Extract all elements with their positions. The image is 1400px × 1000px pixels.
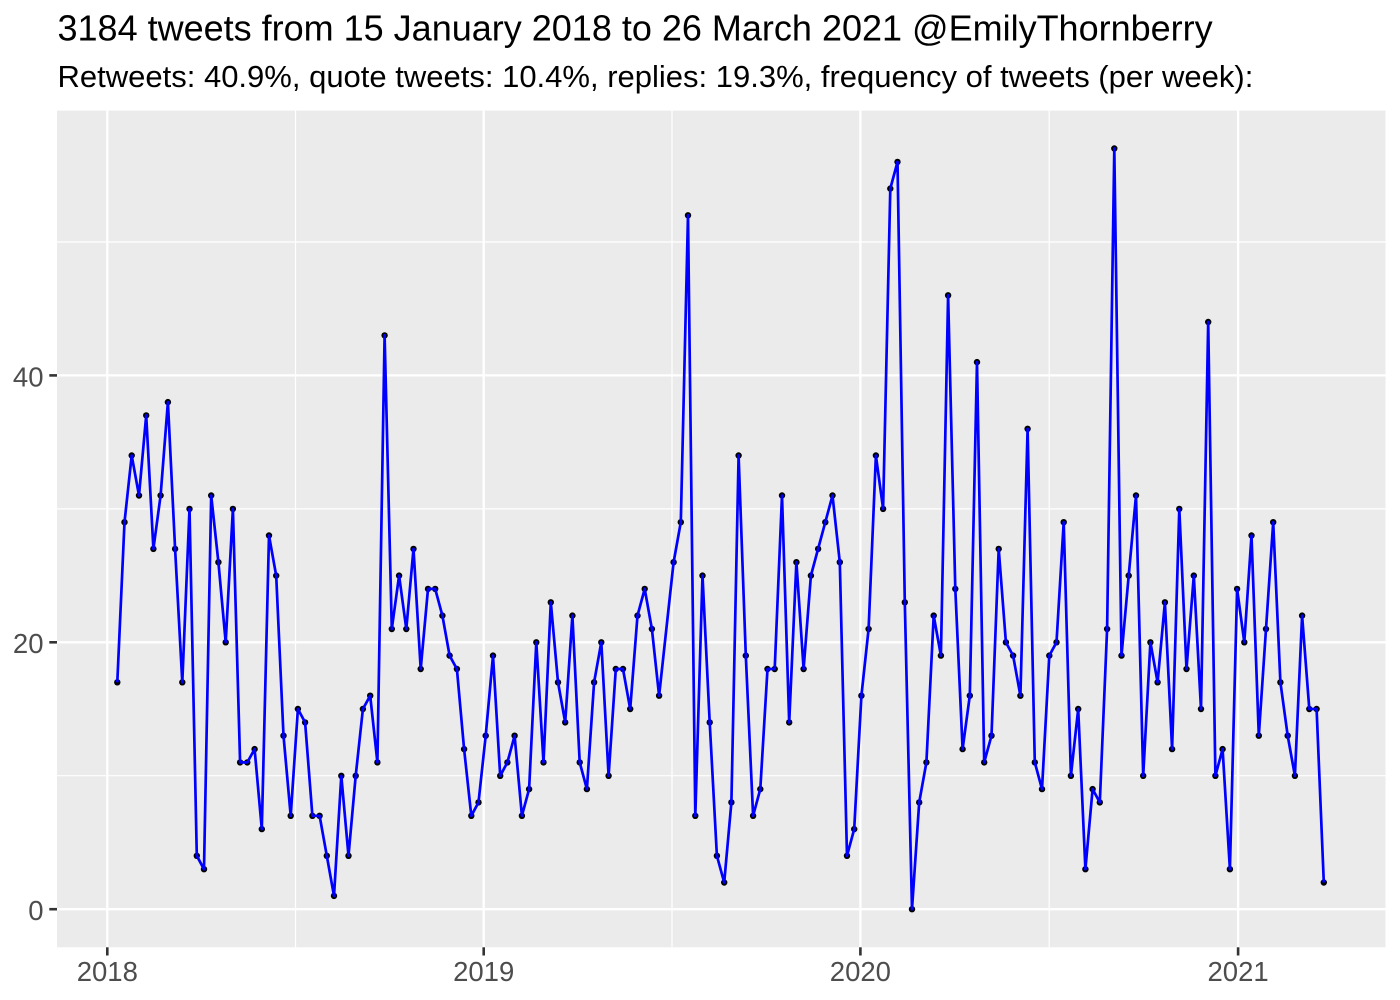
svg-text:Retweets: 40.9%, quote tweets:: Retweets: 40.9%, quote tweets: 10.4%, re… <box>58 59 1254 94</box>
svg-text:2021: 2021 <box>1208 956 1269 987</box>
svg-text:40: 40 <box>13 361 44 392</box>
svg-text:20: 20 <box>13 628 44 659</box>
svg-text:2018: 2018 <box>77 956 138 987</box>
svg-text:2020: 2020 <box>830 956 891 987</box>
svg-text:0: 0 <box>28 895 43 926</box>
svg-text:2019: 2019 <box>453 956 514 987</box>
svg-text:3184 tweets from 15 January 20: 3184 tweets from 15 January 2018 to 26 M… <box>58 8 1213 49</box>
